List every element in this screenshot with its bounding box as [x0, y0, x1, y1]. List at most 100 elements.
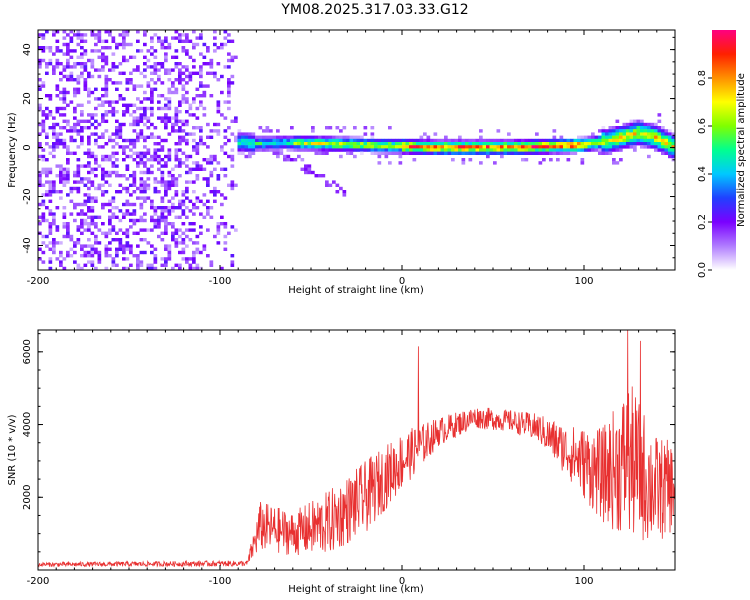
spectrogram-cell	[363, 138, 368, 143]
spectrogram-cell	[549, 145, 553, 149]
spectrogram-cell	[381, 151, 385, 155]
spectrogram-cell	[185, 196, 189, 200]
spectrogram-cell	[199, 250, 203, 255]
spectrogram-cell	[360, 145, 364, 149]
spectrogram-cell	[55, 138, 60, 143]
spectrogram-cell	[622, 138, 627, 143]
spectrogram-cell	[538, 148, 543, 152]
spectrogram-cell	[304, 145, 308, 149]
spectrogram-cell	[80, 177, 84, 181]
spectrogram-cell	[52, 142, 56, 146]
spectrogram-cell	[535, 151, 539, 155]
spectrogram-cell	[146, 177, 151, 181]
spectrogram-cell	[202, 177, 207, 181]
spectrogram-cell	[185, 100, 189, 104]
spectrogram-cell	[657, 142, 662, 146]
spectrogram-cell	[164, 103, 168, 107]
spectrogram-cell	[402, 151, 406, 155]
spectrogram-cell	[307, 167, 312, 171]
spectrogram-cell	[293, 145, 298, 149]
spectrogram-cell	[167, 68, 172, 72]
spectrogram-cell	[178, 129, 182, 133]
spectrogram-cell	[251, 142, 256, 146]
spectrogram-cell	[188, 263, 193, 267]
spectrogram-cell	[76, 190, 81, 194]
spectrogram-cell	[405, 145, 410, 149]
spectrogram-cell	[342, 142, 347, 146]
spectrogram-cell	[174, 30, 179, 34]
spectrogram-cell	[139, 196, 144, 200]
spectrogram-cell	[433, 148, 438, 152]
spectrogram-cell	[654, 148, 658, 152]
spectrogram-cell	[132, 122, 137, 127]
spectrogram-cell	[143, 161, 147, 165]
spectrogram-cells	[38, 30, 676, 271]
spectrogram-cell	[185, 81, 189, 85]
spectrogram-cell	[216, 46, 221, 50]
spectrogram-cell	[59, 106, 63, 111]
spectrogram-cell	[465, 142, 469, 146]
spectrogram-cell	[150, 206, 154, 210]
y-tick-label: 0	[22, 144, 33, 150]
spectrogram-cell	[139, 260, 144, 264]
spectrogram-cell	[45, 106, 49, 111]
spectrogram-cell	[633, 148, 637, 152]
spectrogram-cell	[384, 148, 389, 152]
spectrogram-cell	[174, 241, 179, 245]
spectrogram-cell	[381, 145, 385, 149]
spectrogram-cell	[139, 228, 144, 232]
spectrogram-cell	[69, 74, 74, 79]
spectrogram-cell	[335, 190, 340, 194]
spectrogram-cell	[206, 46, 210, 50]
spectrogram-cell	[108, 46, 112, 50]
spectrogram-cell	[73, 129, 77, 133]
spectrogram-cell	[391, 138, 396, 143]
spectrogram-cell	[48, 190, 53, 194]
spectrogram-cell	[430, 148, 434, 152]
spectrogram-cell	[199, 52, 203, 56]
x-tick-label: -200	[27, 276, 50, 287]
spectrogram-cell	[55, 228, 60, 232]
spectrogram-cell	[479, 138, 483, 143]
spectrogram-cell	[199, 74, 203, 79]
spectrogram-cell	[118, 132, 123, 136]
spectrogram-cell	[552, 135, 557, 139]
spectrogram-cell	[160, 116, 165, 120]
spectrogram-cell	[664, 148, 669, 152]
spectrogram-cell	[216, 78, 221, 82]
spectrogram-cell	[125, 154, 130, 159]
spectrogram-cell	[465, 148, 469, 152]
spectrogram-cell	[612, 161, 616, 165]
spectrogram-cell	[598, 135, 602, 139]
spectrogram-cell	[38, 46, 42, 50]
spectrogram-cell	[157, 106, 161, 111]
spectrogram-cell	[468, 142, 473, 146]
colorbar-tick-label: 0.6	[697, 118, 708, 134]
spectrogram-cell	[48, 209, 53, 213]
spectrogram-cell	[94, 33, 98, 37]
spectrogram-cell	[129, 263, 133, 267]
spectrogram-cell	[640, 142, 644, 146]
spectrogram-cell	[535, 148, 539, 152]
spectrogram-cell	[122, 46, 126, 50]
spectrogram-cell	[661, 148, 665, 152]
spectrogram-cell	[87, 215, 91, 219]
spectrogram-cell	[584, 142, 588, 146]
spectrogram-cell	[125, 266, 130, 271]
spectrogram-cell	[223, 129, 228, 133]
spectrogram-cell	[192, 58, 196, 63]
spectrogram-cell	[87, 250, 91, 255]
spectrogram-cell	[601, 142, 606, 146]
spectrogram-cell	[125, 138, 130, 143]
spectrogram-cell	[433, 132, 438, 136]
spectrogram-cell	[318, 145, 322, 149]
spectrogram-cell	[164, 68, 168, 72]
spectrogram-cell	[104, 234, 109, 239]
spectrogram-cell	[482, 145, 487, 149]
spectrogram-cell	[153, 62, 158, 66]
spectrogram-cell	[300, 148, 305, 152]
spectrogram-cell	[241, 145, 245, 149]
spectrogram-cell	[150, 106, 154, 111]
spectrogram-cell	[108, 183, 112, 187]
spectrogram-cell	[629, 142, 634, 146]
